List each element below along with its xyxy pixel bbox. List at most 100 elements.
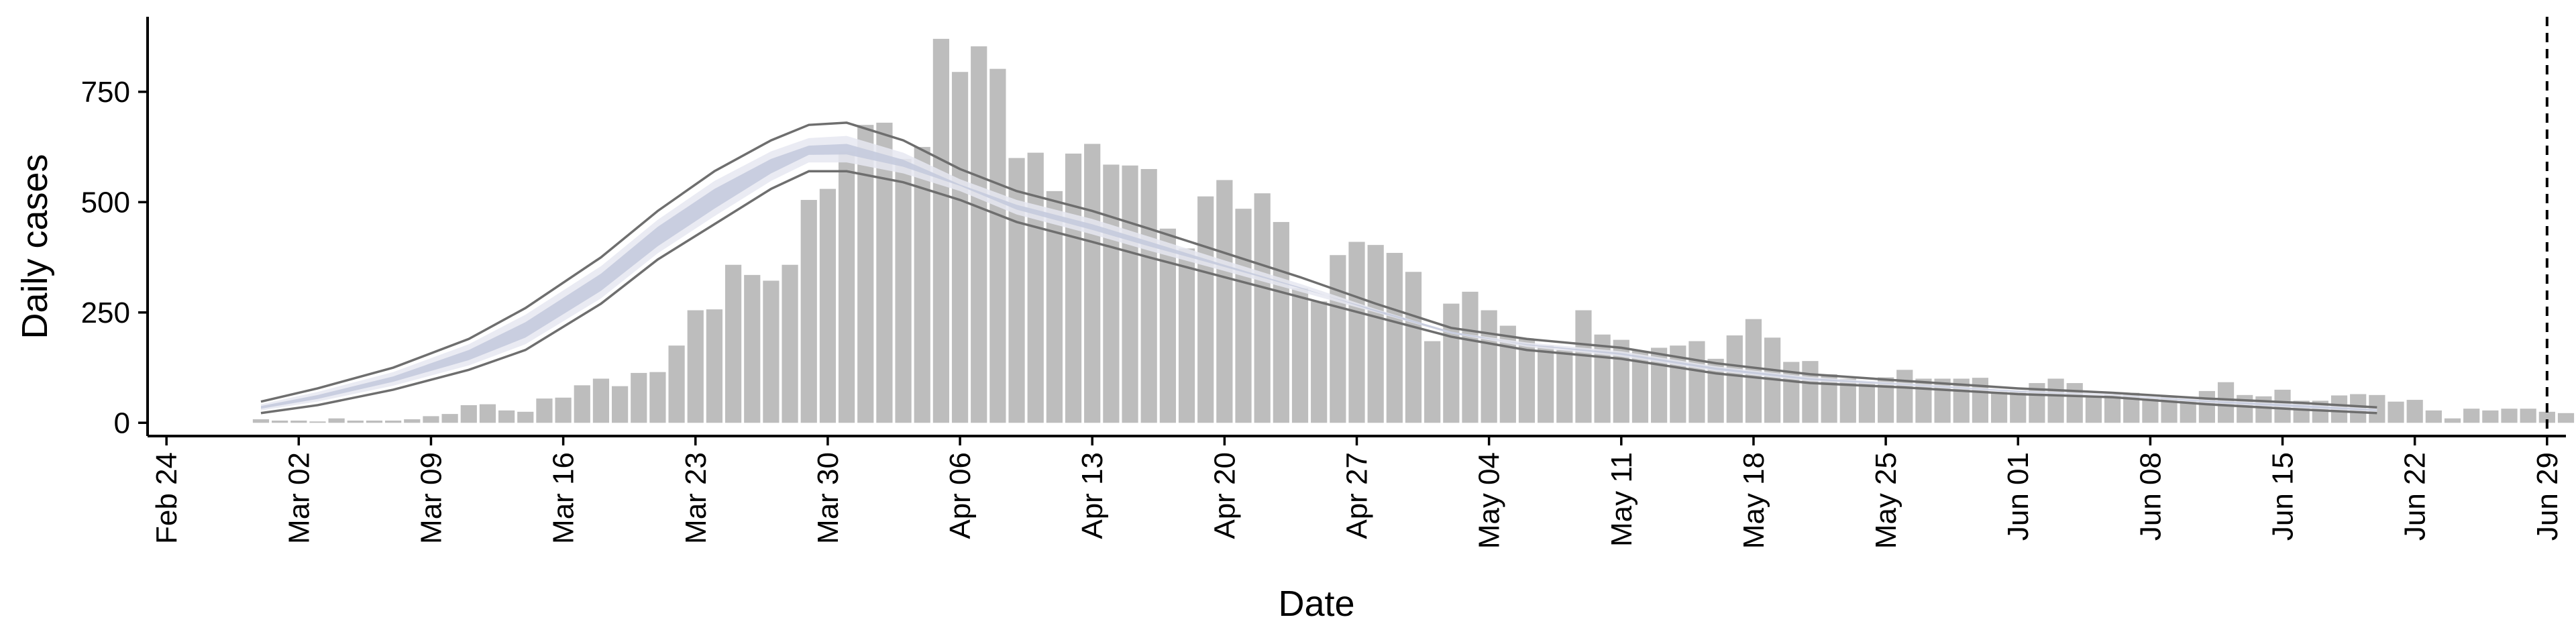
bar bbox=[1008, 158, 1025, 423]
bar bbox=[1538, 345, 1554, 423]
x-tick-label: Jun 15 bbox=[2267, 452, 2300, 541]
bar bbox=[385, 420, 402, 423]
bar bbox=[347, 420, 364, 423]
bar bbox=[838, 151, 855, 423]
model-lower-line bbox=[260, 170, 2377, 415]
bar bbox=[1367, 245, 1384, 423]
bars-layer bbox=[252, 38, 2575, 423]
bar bbox=[498, 410, 515, 423]
bar bbox=[1122, 165, 1138, 423]
bar bbox=[2463, 409, 2480, 423]
bar bbox=[592, 378, 610, 423]
bar bbox=[951, 72, 969, 423]
bar bbox=[611, 386, 629, 423]
x-axis-title: Date bbox=[1278, 584, 1354, 624]
bar bbox=[1291, 288, 1309, 423]
bar bbox=[272, 420, 288, 423]
y-tick-label: 0 bbox=[114, 407, 130, 439]
bar bbox=[1726, 335, 1743, 423]
bar bbox=[2047, 378, 2064, 423]
bar bbox=[441, 414, 458, 423]
bar bbox=[2444, 418, 2461, 423]
bar bbox=[989, 68, 1006, 423]
model-lines-layer bbox=[260, 121, 2377, 415]
bar bbox=[706, 309, 723, 423]
bar bbox=[2520, 409, 2536, 423]
bar bbox=[1065, 153, 1082, 423]
y-tick-label: 750 bbox=[81, 76, 130, 109]
x-tick-label: May 18 bbox=[1737, 452, 1770, 549]
bar bbox=[2387, 401, 2404, 423]
bar bbox=[252, 419, 270, 423]
bar bbox=[2198, 390, 2215, 423]
bar bbox=[744, 274, 761, 423]
x-tick-label: May 25 bbox=[1870, 452, 1902, 549]
bar bbox=[782, 264, 798, 423]
x-tick-label: Jun 01 bbox=[2002, 452, 2035, 541]
bar bbox=[536, 398, 553, 423]
bar bbox=[2425, 410, 2442, 423]
bar bbox=[895, 158, 912, 423]
bar bbox=[724, 264, 742, 423]
bar bbox=[479, 404, 496, 423]
y-axis-title: Daily cases bbox=[15, 154, 55, 339]
x-tick-label: May 11 bbox=[1605, 452, 1638, 547]
bar bbox=[1103, 164, 1120, 423]
bar bbox=[1084, 144, 1101, 423]
bar bbox=[914, 147, 930, 423]
bar bbox=[763, 280, 780, 423]
x-tick-label: Apr 20 bbox=[1208, 452, 1241, 539]
bar bbox=[309, 421, 326, 423]
bar bbox=[460, 405, 477, 423]
bar bbox=[1518, 339, 1536, 423]
model-upper-line bbox=[260, 121, 2377, 409]
x-tick-label: Feb 24 bbox=[150, 452, 183, 544]
x-tick-label: Mar 30 bbox=[812, 452, 845, 544]
bar bbox=[2501, 409, 2518, 423]
bar bbox=[1405, 272, 1422, 423]
x-tick-label: Mar 16 bbox=[547, 452, 580, 544]
x-tick-label: Jun 08 bbox=[2134, 452, 2167, 541]
bar bbox=[366, 420, 383, 423]
bar bbox=[1896, 370, 1913, 423]
bar bbox=[1594, 334, 1611, 423]
bar bbox=[1159, 228, 1176, 423]
x-tick-label: Mar 09 bbox=[415, 452, 447, 544]
bar bbox=[2557, 413, 2575, 423]
bar bbox=[1802, 361, 1819, 423]
bar bbox=[1273, 221, 1289, 423]
bar bbox=[1990, 392, 2008, 423]
bar bbox=[404, 419, 421, 423]
bar bbox=[1443, 303, 1460, 423]
x-tick-label: Mar 23 bbox=[680, 452, 712, 544]
bar bbox=[423, 416, 439, 423]
bar bbox=[1556, 350, 1573, 423]
bar bbox=[2538, 411, 2555, 423]
bar bbox=[932, 38, 949, 423]
bar bbox=[2085, 396, 2102, 423]
bar bbox=[2406, 400, 2423, 423]
x-tick-label: Apr 13 bbox=[1076, 452, 1109, 539]
bar bbox=[1330, 255, 1346, 423]
x-tick-label: Jun 29 bbox=[2531, 452, 2564, 541]
bar bbox=[1254, 193, 1271, 423]
bar bbox=[1575, 310, 1592, 423]
x-tick-label: Apr 06 bbox=[944, 452, 977, 539]
bar bbox=[1688, 341, 1705, 423]
bar bbox=[1481, 310, 1497, 423]
bar bbox=[631, 372, 647, 423]
bar bbox=[1235, 209, 1252, 423]
bar bbox=[1140, 168, 1157, 423]
bar bbox=[1424, 341, 1441, 423]
bar bbox=[1858, 382, 1876, 423]
bar bbox=[1178, 248, 1195, 423]
bar bbox=[1216, 180, 1233, 423]
bar bbox=[1197, 196, 1214, 423]
bar bbox=[2482, 410, 2499, 423]
bar bbox=[876, 122, 893, 423]
bar bbox=[517, 411, 534, 423]
bar bbox=[328, 418, 345, 423]
bar bbox=[1027, 152, 1044, 423]
bar bbox=[555, 397, 572, 423]
x-tick-label: Mar 02 bbox=[282, 452, 315, 544]
